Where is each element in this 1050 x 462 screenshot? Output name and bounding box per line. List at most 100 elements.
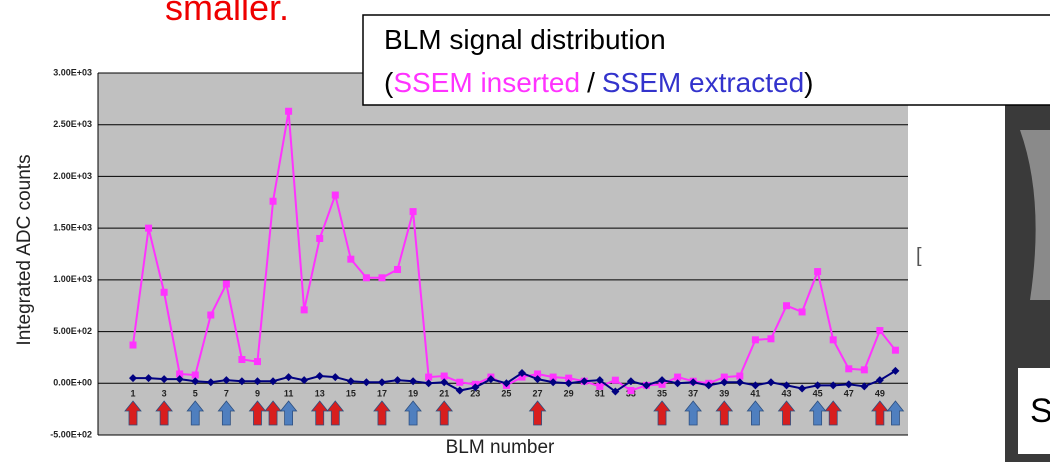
marker [860, 382, 869, 391]
marker [253, 377, 262, 386]
arrow [528, 400, 547, 426]
y-tick-label: 1.00E+03 [53, 274, 92, 284]
marker [844, 380, 853, 389]
marker [285, 107, 293, 115]
x-tick-label: 35 [657, 388, 667, 398]
marker [237, 377, 246, 386]
marker [269, 197, 277, 205]
marker [891, 366, 900, 375]
marker [596, 382, 604, 390]
x-tick-label: 29 [564, 388, 574, 398]
marker [425, 373, 433, 381]
marker [565, 374, 573, 382]
marker [595, 376, 604, 385]
x-tick-label: 43 [782, 388, 792, 398]
photo-label: S [1030, 392, 1050, 430]
marker [533, 375, 542, 384]
marker [393, 376, 402, 385]
y-tick-label: 3.00E+03 [53, 67, 92, 77]
x-tick-label: 17 [377, 388, 387, 398]
marker [160, 375, 169, 384]
marker [471, 383, 480, 392]
marker [518, 373, 526, 381]
marker [658, 380, 666, 388]
marker [767, 335, 775, 343]
marker [191, 377, 200, 386]
marker [891, 346, 899, 354]
marker [627, 387, 635, 395]
marker [300, 376, 309, 385]
x-tick-label: 13 [315, 388, 325, 398]
marker [674, 373, 682, 381]
marker [207, 311, 215, 319]
marker [486, 375, 495, 384]
marker [720, 373, 728, 381]
arrow [886, 400, 905, 426]
marker [783, 302, 791, 310]
plot-area [98, 73, 908, 435]
arrow [824, 400, 843, 426]
marker [875, 376, 884, 385]
arrow [326, 400, 345, 426]
y-tick-label: 1.50E+03 [53, 223, 92, 233]
marker [751, 381, 760, 390]
marker [845, 365, 853, 373]
marker [316, 234, 324, 242]
marker [829, 336, 837, 344]
x-tick-label: 11 [284, 388, 294, 398]
marker [346, 377, 355, 386]
x-tick-label: 9 [255, 388, 260, 398]
x-tick-label: 25 [501, 388, 511, 398]
x-tick-label: 21 [439, 388, 449, 398]
marker [798, 384, 807, 393]
marker [269, 377, 278, 386]
marker [751, 336, 759, 344]
arrow [653, 400, 671, 426]
arrow [186, 400, 205, 426]
arrow [155, 400, 173, 426]
marker [176, 370, 184, 378]
marker [175, 375, 184, 384]
arrow [279, 400, 298, 426]
marker [191, 371, 199, 379]
plot: 1357911131517192123252729313335373941434… [97, 72, 908, 436]
marker [160, 288, 168, 296]
arrow [217, 400, 236, 426]
x-tick-label: 23 [470, 388, 480, 398]
marker [409, 377, 418, 386]
x-tick-label: 49 [875, 388, 885, 398]
marker [145, 224, 153, 232]
marker [129, 374, 137, 383]
x-tick-label: 47 [844, 388, 854, 398]
marker [549, 378, 558, 387]
marker [611, 376, 619, 384]
x-tick-label: 19 [408, 388, 418, 398]
marker [284, 373, 293, 382]
marker [129, 341, 137, 349]
y-tick-label: 0.00E+00 [53, 378, 92, 388]
marker [222, 280, 230, 288]
legend: (SSEM inserted / SSEM extracted) [384, 67, 814, 98]
x-tick-label: 5 [193, 388, 198, 398]
legend-close: ) [804, 67, 813, 98]
x-tick-label: 1 [130, 388, 135, 398]
legend-entry: SSEM extracted [602, 67, 804, 98]
marker [735, 378, 744, 387]
arrow [435, 400, 454, 426]
legend-entry: SSEM inserted [393, 67, 580, 98]
marker [658, 376, 667, 385]
marker [362, 274, 370, 282]
marker [206, 378, 215, 387]
marker [611, 387, 620, 396]
marker [704, 381, 713, 390]
x-tick-label: 3 [162, 388, 167, 398]
marker [144, 374, 153, 383]
marker [518, 368, 526, 377]
y-tick-label: -5.00E+02 [50, 429, 92, 439]
legend-title: BLM signal distribution [384, 24, 666, 55]
y-tick-label: 2.00E+03 [53, 171, 92, 181]
photo-detail [1020, 130, 1050, 300]
marker [456, 378, 464, 386]
x-tick-label: 7 [224, 388, 229, 398]
